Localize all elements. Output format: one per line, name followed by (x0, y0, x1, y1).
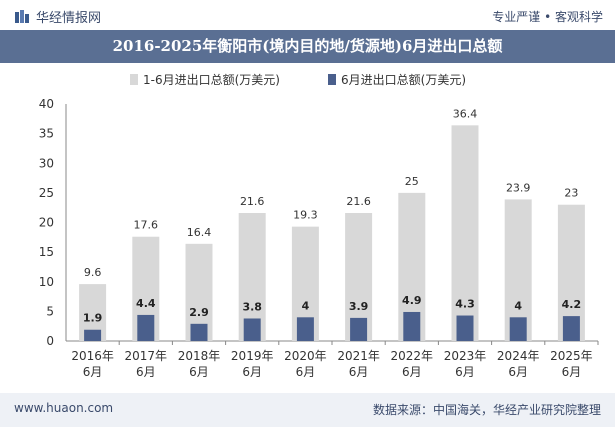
x-tick-label: 6月 (296, 365, 316, 379)
chart-title: 2016-2025年衡阳市(境内目的地/货源地)6月进出口总额 (112, 37, 503, 55)
x-tick-label: 2021年 (337, 349, 380, 363)
bar-month (137, 314, 155, 341)
data-label-month: 2.9 (189, 306, 209, 319)
data-label-total: 23.9 (506, 181, 531, 194)
data-label-month: 3.9 (349, 300, 369, 313)
data-label-total: 25 (405, 175, 419, 188)
y-tick-label: 0 (46, 334, 54, 348)
x-tick-label: 2020年 (284, 349, 327, 363)
x-tick-label: 6月 (455, 365, 475, 379)
bar-month (403, 311, 421, 341)
x-tick-label: 2016年 (71, 349, 114, 363)
x-tick-label: 2018年 (178, 349, 221, 363)
data-label-month: 4.4 (136, 297, 156, 310)
data-label-total: 23 (564, 187, 578, 200)
slogan: 专业严谨 • 客观科学 (492, 10, 603, 24)
x-tick-label: 6月 (508, 365, 528, 379)
x-tick-label: 6月 (189, 365, 209, 379)
footer: www.huaon.com 数据来源：中国海关，华经产业研究院整理 (0, 393, 615, 427)
y-tick-label: 5 (46, 304, 54, 318)
y-tick-label: 10 (39, 275, 54, 289)
y-tick-label: 30 (39, 156, 54, 170)
x-tick-label: 2017年 (125, 349, 168, 363)
bar-total (451, 125, 479, 341)
website-link[interactable]: www.huaon.com (14, 401, 114, 415)
x-tick-label: 6月 (349, 365, 369, 379)
title-bar: 2016-2025年衡阳市(境内目的地/货源地)6月进出口总额 (0, 30, 615, 63)
data-label-total: 21.6 (346, 195, 371, 208)
x-tick-label: 6月 (402, 365, 422, 379)
x-tick-label: 2023年 (444, 349, 487, 363)
legend-swatch (130, 74, 138, 85)
bar-chart: 0 5 10 15 20 25 30 35 40 1-6月进出口总额(万美元) 6月进出口总额(万美… (39, 73, 599, 379)
x-tick-label: 6月 (83, 365, 103, 379)
data-label-total: 36.4 (453, 107, 478, 120)
data-label-total: 21.6 (240, 195, 265, 208)
x-tick-label: 6月 (136, 365, 156, 379)
brand-logo-icon (15, 9, 29, 23)
top-bar: 华经情报网 专业严谨 • 客观科学 (0, 0, 615, 30)
legend-label: 6月进出口总额(万美元) (341, 73, 466, 87)
brand-name: 华经情报网 (36, 11, 102, 26)
x-tick-label: 2024年 (497, 349, 540, 363)
y-tick-label: 35 (39, 127, 54, 141)
data-label-total: 19.3 (293, 209, 318, 222)
x-tick-label: 6月 (242, 365, 262, 379)
data-label-month: 4 (514, 299, 522, 312)
bar-month (456, 315, 474, 341)
bar-month (190, 323, 208, 341)
data-label-month: 4 (302, 299, 310, 312)
data-source: 数据来源：中国海关，华经产业研究院整理 (372, 403, 601, 417)
data-label-total: 9.6 (84, 266, 102, 279)
x-tick-label: 2025年 (550, 349, 593, 363)
data-label-month: 4.9 (402, 294, 422, 307)
bar-month (243, 318, 261, 341)
y-tick-label: 15 (39, 245, 54, 259)
data-label-month: 4.3 (455, 298, 475, 311)
bar-month (562, 316, 580, 341)
data-label-month: 1.9 (83, 312, 103, 325)
data-label-month: 3.8 (242, 300, 262, 313)
brand: 华经情报网 (14, 7, 101, 26)
data-label-total: 17.6 (134, 219, 159, 232)
y-tick-label: 20 (39, 216, 54, 230)
x-tick-label: 2019年 (231, 349, 274, 363)
bar-month (296, 317, 314, 341)
bar-month (84, 329, 102, 341)
legend-label: 1-6月进出口总额(万美元) (143, 73, 280, 87)
bar-month (350, 317, 368, 341)
y-tick-label: 25 (39, 186, 54, 200)
legend-swatch (328, 74, 336, 85)
bar-month (509, 317, 527, 341)
x-tick-label: 6月 (562, 365, 582, 379)
data-label-month: 4.2 (562, 298, 582, 311)
y-tick-label: 40 (39, 97, 54, 111)
x-tick-label: 2022年 (391, 349, 434, 363)
data-label-total: 16.4 (187, 226, 212, 239)
